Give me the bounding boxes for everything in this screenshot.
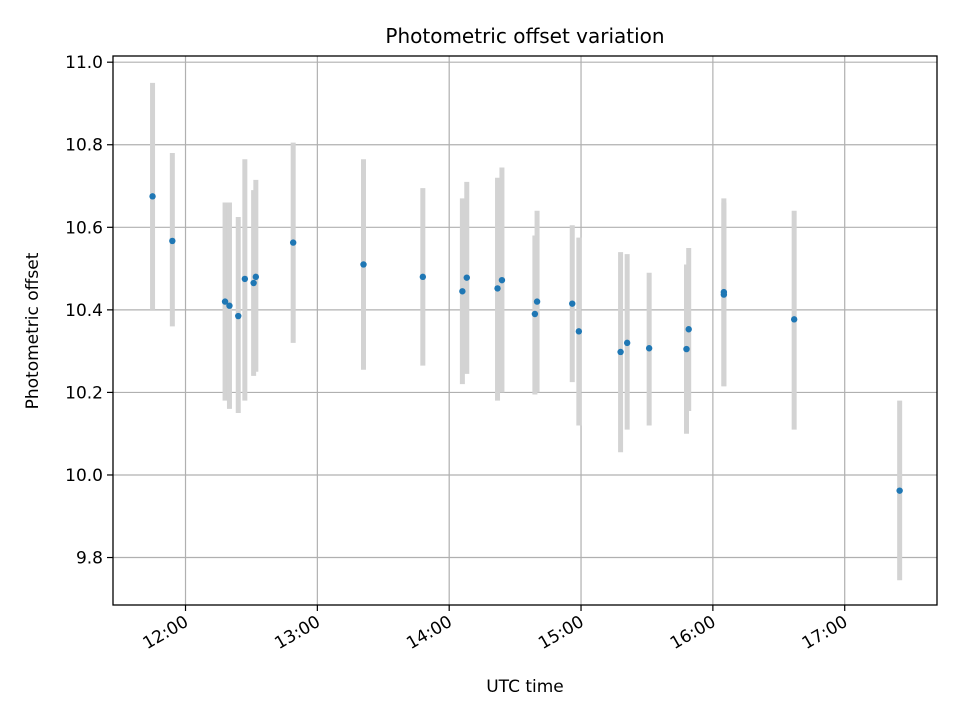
data-point (575, 328, 583, 335)
axes-frame (112, 55, 938, 606)
data-point (169, 237, 176, 245)
data-point (419, 273, 427, 281)
data-point (685, 326, 692, 333)
x-axis-label: UTC time (486, 677, 564, 697)
data-point (617, 348, 624, 356)
data-point (720, 291, 728, 298)
data-point (250, 279, 257, 287)
data-point (623, 339, 631, 347)
data-point (463, 274, 470, 281)
data-point (683, 345, 690, 353)
y-tick-label: 10.6 (65, 218, 103, 238)
data-point (149, 193, 156, 200)
y-tick-label: 10.4 (65, 301, 103, 321)
data-point (494, 285, 501, 292)
data-point (360, 261, 367, 268)
data-point (896, 487, 903, 494)
y-tick-label: 10.8 (65, 136, 103, 156)
y-axis-label: Photometric offset (23, 252, 43, 409)
data-point (533, 298, 541, 305)
data-point (531, 310, 539, 318)
data-point (790, 316, 798, 323)
y-tick-label: 10.0 (65, 466, 103, 486)
data-point (226, 302, 233, 309)
data-point (498, 276, 506, 284)
data-point (252, 273, 260, 281)
data-point (221, 298, 229, 305)
y-tick-label: 11.0 (65, 53, 103, 73)
y-tick-label: 9.8 (76, 549, 103, 569)
data-point (459, 288, 466, 295)
data-point (241, 275, 249, 283)
data-point (569, 300, 576, 307)
y-tick-label: 10.2 (65, 383, 103, 403)
chart-title: Photometric offset variation (385, 24, 664, 48)
data-point (645, 345, 653, 352)
data-point (289, 239, 297, 246)
data-point (235, 312, 242, 320)
